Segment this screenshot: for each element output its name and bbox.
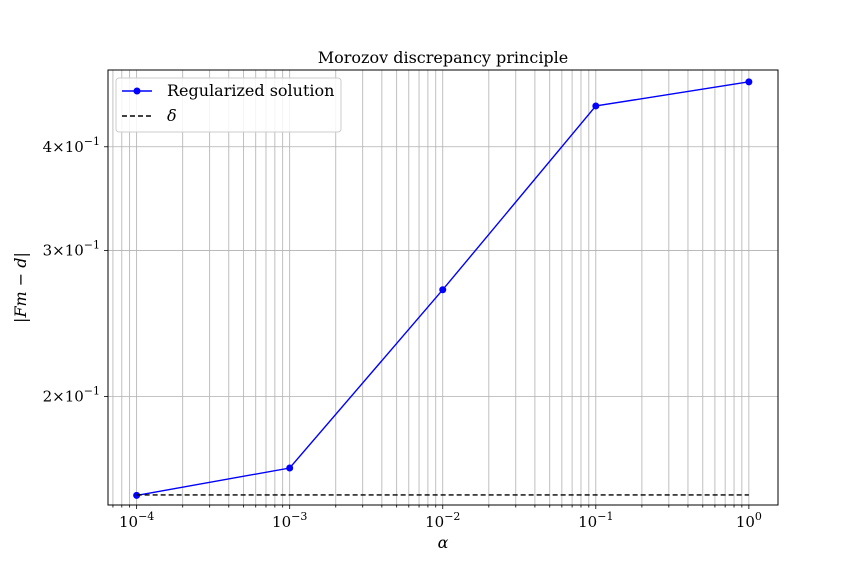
data-point	[592, 102, 600, 110]
x-tick-label: 10−2	[425, 510, 460, 531]
legend-label-1: δ	[167, 106, 177, 125]
data-point	[439, 286, 447, 294]
data-point	[745, 78, 753, 86]
y-tick-label: 3×10−1	[43, 238, 100, 259]
legend-label-0: Regularized solution	[167, 81, 334, 100]
x-axis-label: α	[438, 533, 449, 552]
x-tick-label: 10−4	[119, 510, 154, 531]
data-point	[286, 464, 294, 472]
y-axis-label: |Fm − d|	[11, 252, 30, 323]
axis-ticks: 10−4 10−3 10−2 10−1 100 2×10−1 3×10−1 4×10−1	[43, 135, 762, 531]
chart-title: Morozov discrepancy principle	[318, 48, 569, 67]
y-tick-label: 2×10−1	[43, 385, 100, 406]
legend-marker	[133, 87, 141, 95]
x-tick-label: 10−3	[272, 510, 307, 531]
grid-lines	[108, 70, 778, 505]
y-tick-label: 4×10−1	[43, 135, 100, 156]
x-tick-label: 100	[736, 510, 762, 531]
series-layer	[133, 78, 753, 499]
legend-box	[115, 77, 342, 133]
x-tick-label: 10−1	[578, 510, 613, 531]
legend: Regularized solution δ	[115, 77, 342, 133]
